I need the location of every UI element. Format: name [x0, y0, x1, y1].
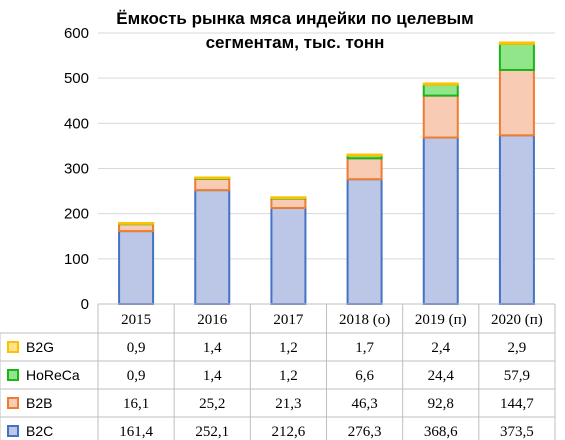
bar-segment-b2g: [422, 82, 459, 86]
data-label: 0,9: [127, 368, 146, 384]
y-tick-label: 0: [81, 296, 89, 313]
bar-segment-b2b: [422, 94, 459, 139]
data-table: 2015 2016 2017 2018 (о) 2019 (п) 2020 (п) B2G 0…: [0, 303, 556, 440]
y-tick-label: 500: [64, 70, 89, 87]
data-label: 368,6: [424, 424, 458, 440]
data-label: 92,8: [428, 396, 454, 412]
bar-segment-b2c: [270, 206, 307, 305]
data-label: 161,4: [119, 424, 153, 440]
legend-key-horeca: [7, 369, 19, 381]
chart-title-line-1: Ёмкость рынка мяса индейки по целевым: [116, 9, 474, 28]
data-label: 2,4: [431, 340, 450, 356]
y-tick-label: 300: [64, 161, 89, 178]
data-label: 1,7: [355, 340, 374, 356]
category-label: 2020 (п): [491, 312, 543, 328]
category-label: 2017: [273, 312, 304, 328]
bar-segment-b2b: [498, 68, 535, 137]
data-label: 2,9: [508, 340, 527, 356]
legend-key-b2b: [7, 397, 19, 409]
bar-segment-b2c: [194, 189, 231, 305]
bar-segment-b2g: [118, 222, 155, 225]
bar-segment-b2g: [270, 196, 307, 200]
gridlines: [98, 32, 555, 260]
bar-segment-b2g: [498, 41, 535, 45]
bar-segment-horeca: [498, 42, 535, 71]
category-label: 2018 (о): [339, 312, 390, 328]
data-label: 57,9: [504, 368, 530, 384]
legend-label: HoReCa: [26, 367, 80, 383]
legend-label: B2B: [26, 395, 52, 411]
y-tick-label: 100: [64, 251, 89, 268]
legend-label: B2C: [26, 423, 53, 439]
bar-segment-b2g: [194, 176, 231, 180]
data-label: 144,7: [500, 396, 534, 412]
data-label: 252,1: [195, 424, 229, 440]
y-tick-label: 200: [64, 206, 89, 223]
bar-segment-b2c: [118, 230, 155, 305]
y-tick-label: 600: [64, 25, 89, 42]
data-label: 21,3: [275, 396, 301, 412]
bar-segment-b2b: [194, 177, 231, 192]
bar-segment-b2b: [346, 157, 383, 181]
data-label: 1,2: [279, 340, 298, 356]
data-label: 6,6: [355, 368, 374, 384]
data-label: 46,3: [351, 396, 377, 412]
data-label: 1,4: [203, 340, 222, 356]
category-label: 2016: [197, 312, 228, 328]
bar-segment-horeca: [422, 83, 459, 97]
bar-segment-b2b: [270, 197, 307, 209]
data-label: 24,4: [428, 368, 455, 384]
data-label: 1,2: [279, 368, 298, 384]
legend-label: B2G: [26, 339, 54, 355]
legend-key-b2c: [7, 425, 19, 437]
data-label: 373,5: [500, 424, 534, 440]
data-label: 1,4: [203, 368, 222, 384]
data-label: 0,9: [127, 340, 146, 356]
legend-key-b2g: [7, 341, 19, 353]
data-label: 212,6: [272, 424, 306, 440]
data-label: 276,3: [348, 424, 382, 440]
data-label: 16,1: [123, 396, 149, 412]
chart-title-line-2: сегментам, тыс. тонн: [206, 33, 385, 52]
bar-segment-b2c: [422, 136, 459, 305]
category-label: 2015: [121, 312, 151, 328]
bars: [118, 41, 535, 305]
bar-segment-b2c: [346, 178, 383, 305]
category-label: 2019 (п): [415, 312, 467, 328]
y-axis-ticks: 0 100 200 300 400 500 600: [64, 25, 89, 313]
bar-segment-b2c: [498, 134, 535, 305]
bar-segment-b2g: [346, 153, 383, 157]
y-tick-label: 400: [64, 115, 89, 132]
data-label: 25,2: [199, 396, 225, 412]
